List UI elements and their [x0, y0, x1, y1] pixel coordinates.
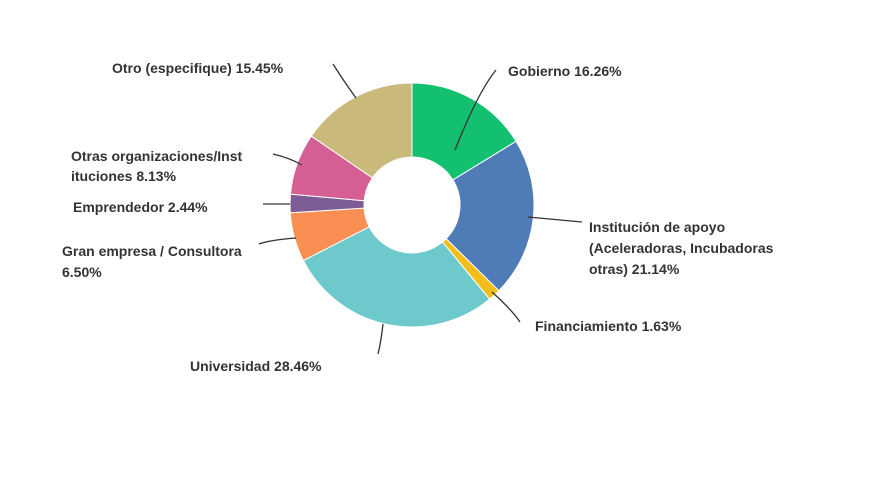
- slice-label-institucion-line2: (Aceleradoras, Incubadoras: [589, 240, 774, 256]
- donut-slice-3: [302, 226, 491, 328]
- slice-label-otras-org-line1: Otras organizaciones/Inst: [71, 148, 242, 164]
- leader-line-universidad: [377, 323, 384, 355]
- slice-label-otras-org-line2: ituciones 8.13%: [71, 168, 177, 184]
- leader-line-otras-org: [272, 153, 303, 166]
- slice-label-universidad: Universidad 28.46%: [190, 358, 322, 374]
- leader-line-institucion: [527, 216, 583, 223]
- leader-lines: [258, 63, 583, 355]
- slice-label-financiamiento: Financiamiento 1.63%: [535, 318, 682, 334]
- slice-label-gran-empresa-line2: 6.50%: [62, 264, 102, 280]
- slice-labels: Gobierno 16.26% Institución de apoyo (Ac…: [62, 60, 774, 374]
- slice-label-gobierno: Gobierno 16.26%: [508, 63, 622, 79]
- slice-label-institucion-line1: Institución de apoyo: [589, 219, 725, 235]
- leader-line-financiamiento: [491, 291, 521, 323]
- slice-label-gran-empresa-line1: Gran empresa / Consultora: [62, 243, 242, 259]
- donut-slice-7: [310, 82, 413, 179]
- donut-slice-1: [445, 140, 535, 292]
- donut-slice-0: [411, 82, 517, 181]
- leader-line-gran-empresa: [258, 237, 297, 245]
- slice-label-institucion-line3: otras) 21.14%: [589, 261, 680, 277]
- donut-slices: [289, 82, 535, 328]
- leader-line-otro: [332, 63, 357, 99]
- leader-line-gobierno: [454, 69, 497, 151]
- slice-label-emprendedor: Emprendedor 2.44%: [73, 199, 208, 215]
- slice-label-otro: Otro (especifique) 15.45%: [112, 60, 284, 76]
